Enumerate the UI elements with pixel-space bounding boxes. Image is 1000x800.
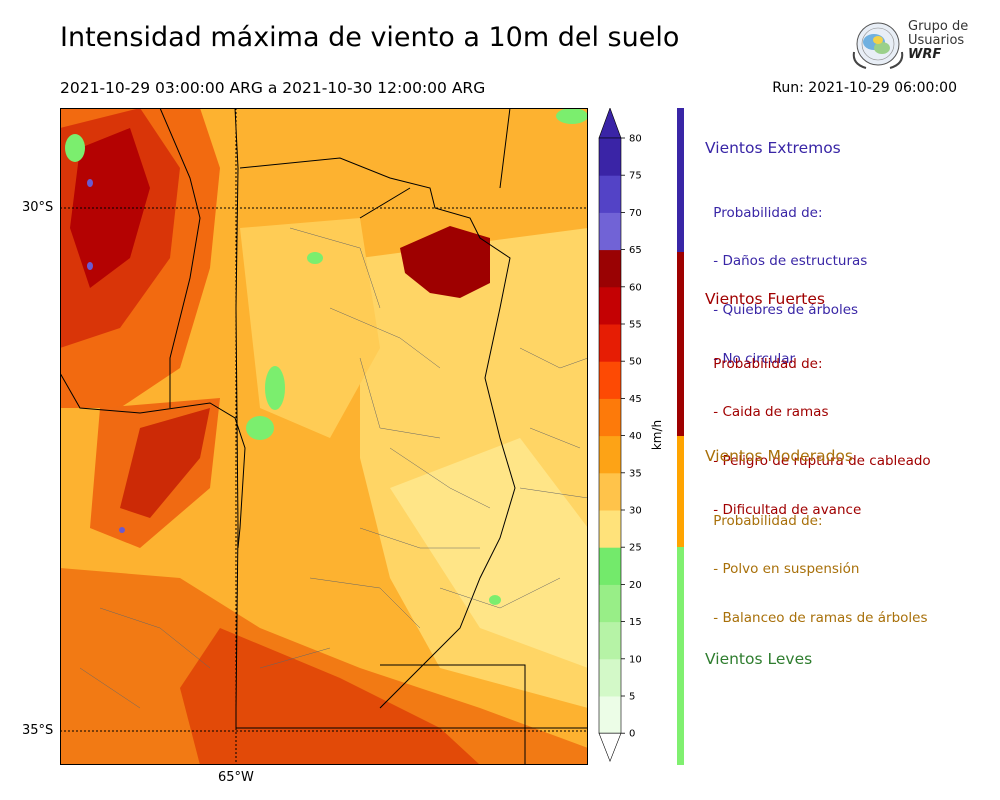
colorbar-tick-label: 75 xyxy=(629,171,642,182)
category-desc-line: - Dificultad de avance xyxy=(709,502,862,519)
colorbar-segment xyxy=(599,435,621,474)
category-desc-line: - Daños de estructuras xyxy=(709,253,868,270)
colorbar-tick-label: 10 xyxy=(629,654,642,665)
colorbar-tick-label: 5 xyxy=(629,692,635,703)
colorbar-segment xyxy=(599,621,621,660)
colorbar-tick-label: 45 xyxy=(629,394,642,405)
colorbar-tick-label: 15 xyxy=(629,617,642,628)
category-desc-strong: Probabilidad de: - Caida de ramas - Peli… xyxy=(709,323,931,535)
wrf-logo: Grupo de Usuarios WRF xyxy=(848,18,968,72)
colorbar-segment xyxy=(599,696,621,734)
strip-light xyxy=(677,547,684,765)
globe-logo-icon xyxy=(852,22,904,69)
date-range: 2021-10-29 03:00:00 ARG a 2021-10-30 12:… xyxy=(60,79,486,97)
category-title-light: Vientos Leves xyxy=(705,650,813,668)
map-frame xyxy=(60,108,588,765)
colorbar-extend-bottom xyxy=(598,732,622,763)
lat-label-35s: 35°S xyxy=(22,723,54,738)
colorbar-tick-label: 35 xyxy=(629,468,642,479)
colorbar: 0 5 10 15 20 25 30 35 40 45 50 55 60 65 70 75 80 xyxy=(598,108,642,763)
region-northeast-severe xyxy=(400,226,490,298)
category-desc-line: - Polvo en suspensión xyxy=(709,561,860,578)
colorbar-tick-label: 50 xyxy=(629,357,642,368)
region-mid-west-core xyxy=(120,408,210,518)
category-title-moderate: Vientos Moderados xyxy=(705,447,853,465)
colorbar-segment xyxy=(599,212,621,251)
border-lines-east xyxy=(239,157,516,709)
colorbar-segment xyxy=(599,510,621,548)
lon-label-65w: 65°W xyxy=(218,770,254,785)
speck-extreme-1 xyxy=(87,179,93,187)
speck-extreme-3 xyxy=(119,527,125,533)
patch-light-2 xyxy=(246,416,274,440)
category-desc-line: - Peligro de ruptura de cableado xyxy=(709,453,931,470)
department-lines xyxy=(79,227,588,709)
category-desc-extreme: Probabilidad de: - Daños de estructuras … xyxy=(709,172,867,384)
category-desc-line: Probabilidad de: xyxy=(709,355,823,372)
colorbar-segment xyxy=(599,547,621,585)
colorbar-tick-label: 25 xyxy=(629,543,642,554)
lat-label-30s: 30°S xyxy=(22,200,54,215)
region-east-light xyxy=(390,438,588,668)
speck-extreme-2 xyxy=(87,262,93,270)
page-title: Intensidad máxima de viento a 10m del su… xyxy=(60,22,680,53)
colorbar-tick-label: 80 xyxy=(629,134,642,145)
colorbar-segment xyxy=(599,138,621,176)
category-desc-line: - Balanceo de ramas de árboles xyxy=(709,610,928,627)
border-lines-west xyxy=(60,108,246,549)
category-desc-line: - No circular xyxy=(709,351,796,368)
run-timestamp: Run: 2021-10-29 06:00:00 xyxy=(772,80,957,96)
colorbar-segment xyxy=(599,472,621,511)
colorbar-tick-label: 70 xyxy=(629,208,642,219)
category-title-strong: Vientos Fuertes xyxy=(705,290,825,308)
colorbar-extend-top xyxy=(598,108,622,139)
category-desc-moderate: Probabilidad de: - Polvo en suspensión -… xyxy=(709,480,928,643)
colorbar-unit: km/h xyxy=(650,419,665,451)
colorbar-tick-label: 60 xyxy=(629,282,642,293)
category-desc-line: - Caida de ramas xyxy=(709,404,829,421)
wind-map xyxy=(60,108,588,765)
colorbar-tick-label: 65 xyxy=(629,245,642,256)
patch-light-4 xyxy=(556,108,588,124)
colorbar-segment xyxy=(599,249,621,288)
patch-light-5 xyxy=(307,252,323,264)
logo-text-line2: Usuarios xyxy=(908,33,965,48)
colorbar-tick-label: 0 xyxy=(629,729,635,740)
colorbar-segment xyxy=(599,361,621,399)
colorbar-segment xyxy=(599,584,621,623)
logo-text-line1: Grupo de xyxy=(908,19,969,34)
strip-strong xyxy=(677,252,684,436)
colorbar-segment xyxy=(599,175,621,213)
category-desc-line: Probabilidad de: xyxy=(709,204,823,221)
patch-light-3 xyxy=(65,134,85,162)
colorbar-segment xyxy=(599,324,621,362)
colorbar-tick-label: 40 xyxy=(629,431,642,442)
category-desc-line: - Quiebres de árboles xyxy=(709,302,859,319)
colorbar-tick-label: 55 xyxy=(629,320,642,331)
colorbar-tick-label: 20 xyxy=(629,580,642,591)
colorbar-segment xyxy=(599,398,621,437)
colorbar-segment xyxy=(599,658,621,697)
patch-light-1 xyxy=(265,366,285,410)
patch-light-6 xyxy=(489,595,501,605)
colorbar-segment xyxy=(599,286,621,325)
logo-text-line3: WRF xyxy=(908,47,942,62)
category-desc-line: Probabilidad de: xyxy=(709,512,823,529)
category-title-extreme: Vientos Extremos xyxy=(705,139,841,157)
strip-moderate xyxy=(677,436,684,547)
colorbar-tick-label: 30 xyxy=(629,506,642,517)
strip-extreme xyxy=(677,108,684,252)
